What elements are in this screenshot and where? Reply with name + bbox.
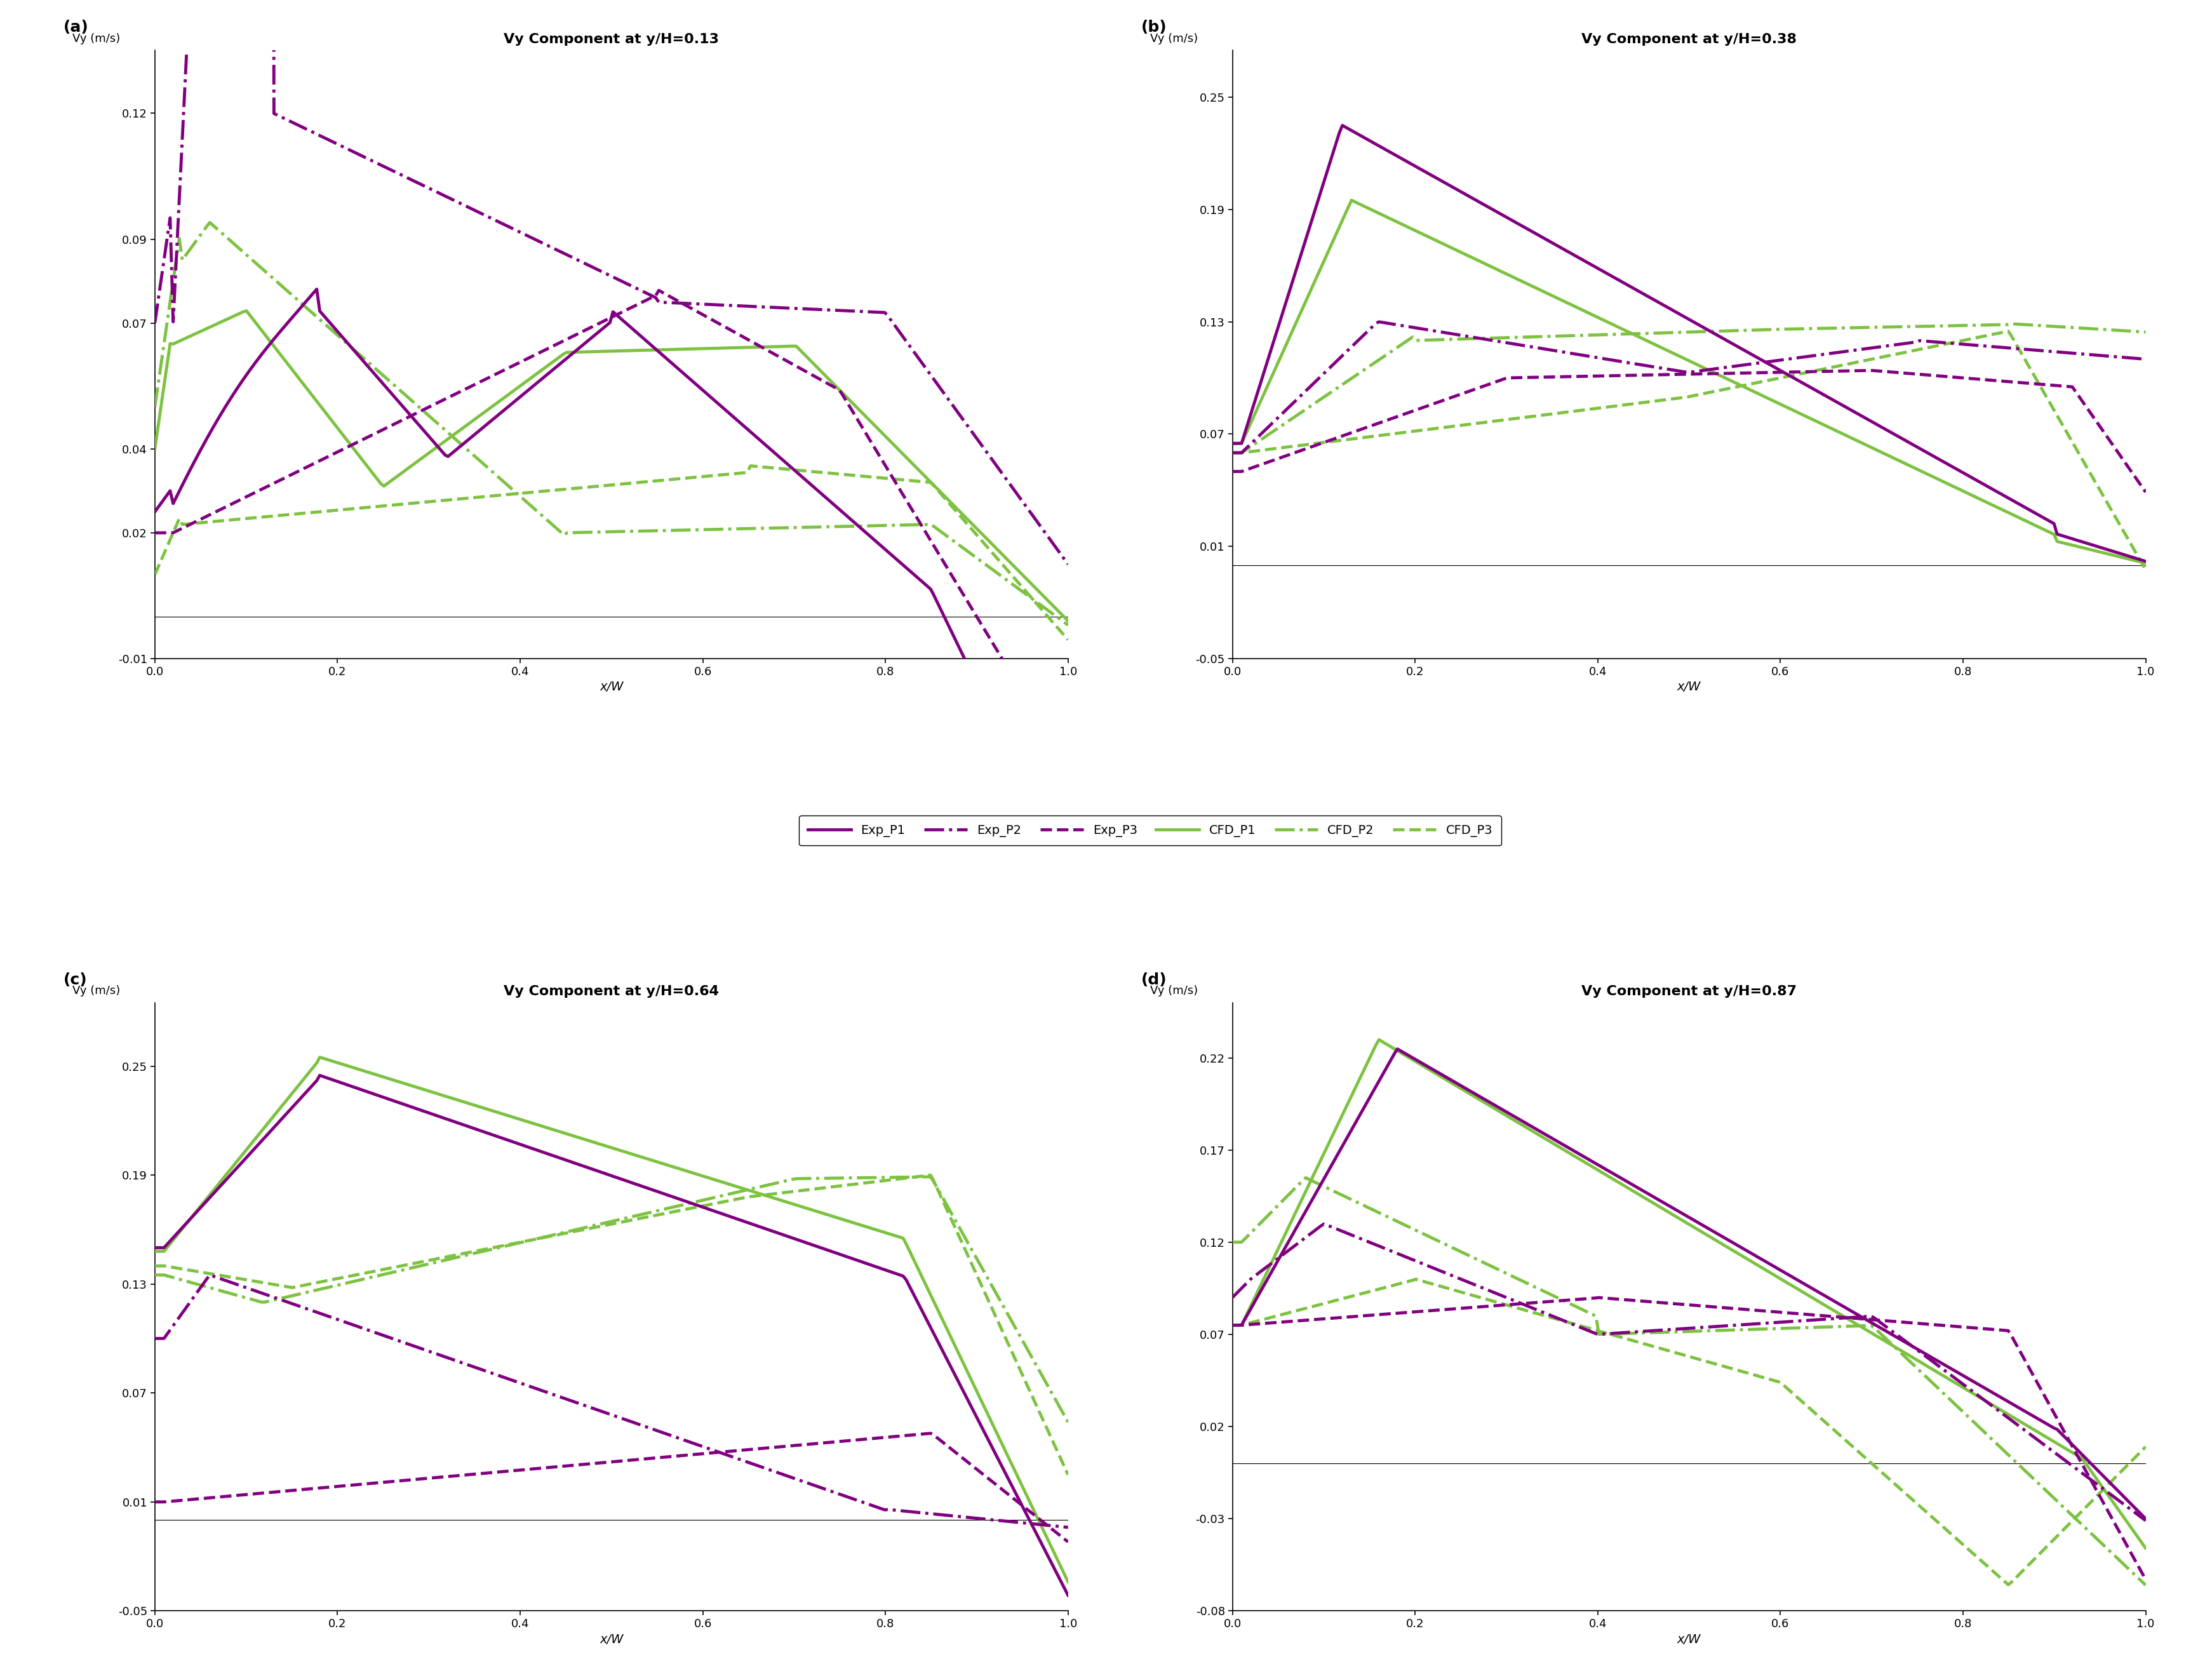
Text: Vy (m/s): Vy (m/s): [1150, 34, 1199, 44]
Title: Vy Component at y/H=0.87: Vy Component at y/H=0.87: [1582, 985, 1796, 998]
Text: (c): (c): [64, 972, 88, 987]
Text: (a): (a): [64, 20, 88, 35]
Title: Vy Component at y/H=0.38: Vy Component at y/H=0.38: [1582, 34, 1796, 45]
Text: (b): (b): [1141, 20, 1168, 35]
Text: (d): (d): [1141, 972, 1168, 987]
Title: Vy Component at y/H=0.64: Vy Component at y/H=0.64: [504, 985, 719, 998]
Text: Vy (m/s): Vy (m/s): [73, 34, 119, 44]
Text: Vy (m/s): Vy (m/s): [73, 985, 119, 997]
X-axis label: x/W: x/W: [1677, 1633, 1701, 1646]
X-axis label: x/W: x/W: [599, 1633, 624, 1646]
Title: Vy Component at y/H=0.13: Vy Component at y/H=0.13: [504, 34, 719, 45]
Text: Vy (m/s): Vy (m/s): [1150, 985, 1199, 997]
X-axis label: x/W: x/W: [599, 681, 624, 693]
Legend: Exp_P1, Exp_P2, Exp_P3, CFD_P1, CFD_P2, CFD_P3: Exp_P1, Exp_P2, Exp_P3, CFD_P1, CFD_P2, …: [799, 816, 1502, 846]
X-axis label: x/W: x/W: [1677, 681, 1701, 693]
